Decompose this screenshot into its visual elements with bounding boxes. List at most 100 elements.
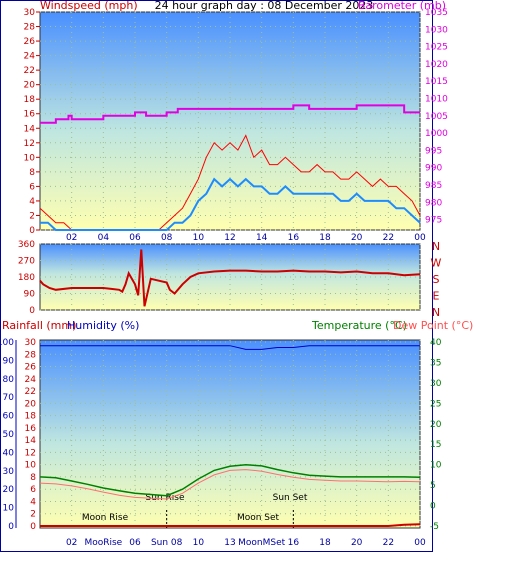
humidity-series	[40, 345, 420, 350]
baro-y-tick-label: 1015	[425, 77, 448, 87]
temp-x-tick-label: 10	[193, 538, 205, 548]
temperature-y-tick-label: 25	[430, 399, 441, 409]
baro-y-axis-ticks: 975 980 985 990 995 1000 1005 1010 1015 1020 1025 1…	[425, 8, 448, 226]
wind-axis-label: Windspeed (mph)	[40, 0, 138, 12]
baro-y-tick-label: 1020	[425, 60, 448, 70]
temperature-y-tick-label: 0	[430, 502, 436, 512]
wind-direction-series	[39, 249, 421, 307]
temperature-y-tick-label: 30	[430, 379, 442, 389]
temperature-series	[39, 463, 421, 497]
wind-x-tick-label: 18	[319, 233, 331, 243]
wind-x-tick-label: 00	[414, 233, 426, 243]
wind-x-tick-label: 06	[129, 233, 141, 243]
temp-x-tick-label: 18	[319, 538, 331, 548]
humidity-axis-label: Humidity (%)	[67, 319, 139, 332]
rain-axis-label: Rainfall (mm)	[2, 319, 76, 332]
wind-y-tick-label: 24	[24, 52, 36, 62]
rain-y-tick-label: 24	[25, 375, 37, 385]
rain-y-tick-label: 18	[25, 412, 37, 422]
rain-y-tick-label: 16	[25, 424, 37, 434]
compass-label: W	[431, 257, 442, 270]
rain-y-tick-label: 8	[30, 473, 36, 483]
compass-label: S	[433, 273, 440, 286]
temp-x-tick-label: 20	[351, 538, 363, 548]
baro-y-tick-label: 1000	[425, 129, 448, 139]
wind-y-tick-label: 2	[29, 211, 35, 221]
humidity-rain-y-axis-ticks: 0102030405060708090100024681012141618202…	[0, 338, 36, 532]
baro-y-tick-label: 980	[425, 198, 442, 208]
temp-x-tick-label: 22	[383, 538, 394, 548]
humidity-y-tick-label: 40	[3, 448, 15, 458]
wind-y-tick-label: 4	[29, 197, 35, 207]
temp-x-tick-label: 16	[288, 538, 300, 548]
direction-y-tick-label: 90	[24, 290, 36, 300]
compass-label: N	[432, 240, 440, 253]
baro-y-tick-label: 1025	[425, 43, 448, 53]
wind-y-tick-label: 10	[24, 153, 36, 163]
humidity-y-tick-label: 0	[8, 522, 14, 532]
wind-y-tick-label: 22	[24, 66, 35, 76]
rainfall-series	[40, 523, 421, 527]
rain-y-tick-label: 0	[30, 522, 36, 532]
moon-set-label: Moon Set	[237, 513, 280, 523]
rain-y-tick-label: 30	[25, 338, 37, 348]
humidity-y-tick-label: 100	[0, 338, 14, 348]
temp-x-tick-label: MoonMSet	[238, 538, 285, 548]
temperature-y-tick-label: 5	[430, 481, 436, 491]
wind-x-tick-label: 16	[288, 233, 300, 243]
chart-title: 24 hour graph day : 08 December 2023	[155, 0, 374, 12]
temperature-y-tick-label: 40	[430, 338, 442, 348]
dewpoint-series	[39, 469, 421, 500]
baro-y-tick-label: 985	[425, 181, 442, 191]
wind-y-tick-label: 16	[24, 110, 36, 120]
temperature-y-tick-label: 10	[430, 461, 442, 471]
direction-y-tick-label: 180	[18, 273, 35, 283]
direction-y-axis-ticks: 0 90 180 270 360	[18, 240, 35, 316]
dewpoint-axis-label: Dew Point (°C)	[393, 319, 473, 332]
temp-x-tick-label: 00	[414, 538, 426, 548]
rain-y-tick-label: 12	[25, 448, 36, 458]
wind-average-series	[40, 177, 421, 231]
wind-x-tick-label: 10	[193, 233, 205, 243]
direction-grid	[40, 243, 421, 311]
baro-y-tick-label: 1030	[425, 25, 448, 35]
wind-y-tick-label: 20	[24, 81, 36, 91]
temp-grid	[40, 340, 421, 528]
wind-y-tick-label: 0	[29, 226, 35, 236]
baro-y-tick-label: 1005	[425, 112, 448, 122]
rain-y-tick-label: 2	[30, 510, 36, 520]
wind-y-tick-label: 14	[24, 124, 36, 134]
sun-set-label: Sun Set	[273, 493, 308, 503]
wind-x-tick-label: 22	[383, 233, 394, 243]
rain-y-tick-label: 6	[30, 485, 36, 495]
wind-x-tick-label: 08	[161, 233, 173, 243]
wind-x-tick-label: 20	[351, 233, 363, 243]
wind-x-tick-label: 02	[66, 233, 77, 243]
wind-y-tick-label: 6	[29, 182, 35, 192]
temp-plot-area	[39, 339, 421, 529]
baro-y-tick-label: 1035	[425, 8, 448, 18]
direction-y-tick-label: 270	[18, 257, 35, 267]
wind-y-tick-label: 12	[24, 139, 35, 149]
temperature-y-tick-label: 20	[430, 420, 442, 430]
wind-x-tick-label: 04	[98, 233, 110, 243]
temp-x-tick-label: 06	[129, 538, 141, 548]
rain-y-tick-label: 10	[25, 461, 37, 471]
wind-x-tick-label: 14	[256, 233, 268, 243]
humidity-y-tick-label: 50	[3, 430, 15, 440]
humidity-y-tick-label: 80	[3, 375, 15, 385]
temp-x-tick-label: MooRise	[84, 538, 122, 548]
wind-y-tick-label: 26	[24, 37, 36, 47]
wind-y-tick-label: 30	[24, 8, 36, 18]
humidity-y-tick-label: 20	[3, 485, 15, 495]
rain-y-tick-label: 28	[25, 350, 37, 360]
barometer-series	[40, 104, 420, 124]
wind-grid	[40, 11, 421, 231]
baro-y-tick-label: 990	[425, 164, 442, 174]
wind-y-tick-label: 8	[29, 168, 35, 178]
temp-x-tick-label: Sun 08	[151, 538, 183, 548]
temperature-y-tick-label: -5	[430, 522, 439, 532]
